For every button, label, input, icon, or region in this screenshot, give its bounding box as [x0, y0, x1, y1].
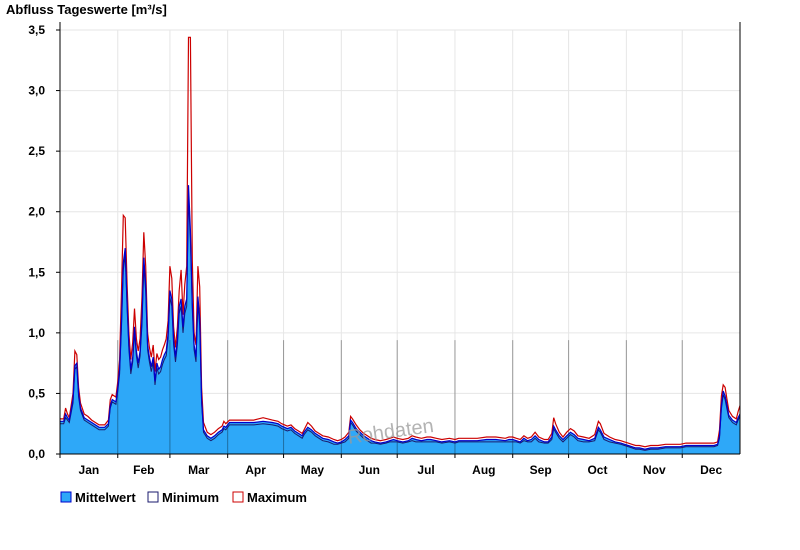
x-tick-label: Feb [133, 463, 154, 477]
y-tick-label: 2,0 [28, 205, 45, 219]
grid-lines [60, 29, 740, 454]
legend: Mittelwert Minimum Maximum [60, 490, 307, 505]
chart-title: Abfluss Tageswerte [m³/s] [6, 2, 167, 17]
x-tick-label: Jun [359, 463, 380, 477]
series-minimum-line [60, 197, 741, 451]
x-tick-label: May [301, 463, 325, 477]
series-layer [60, 36, 741, 454]
legend-swatch [60, 491, 72, 503]
legend-label: Minimum [162, 490, 219, 505]
legend-label: Maximum [247, 490, 307, 505]
series-mittelwert-line [60, 185, 741, 450]
y-tick-label: 1,0 [28, 326, 45, 340]
y-tick-label: 1,5 [28, 265, 45, 279]
legend-swatch [147, 491, 159, 503]
y-tick-label: 3,0 [28, 84, 45, 98]
x-tick-label: Jul [417, 463, 434, 477]
y-tick-label: 3,5 [28, 23, 45, 37]
x-tick-label: Nov [643, 463, 666, 477]
legend-label: Mittelwert [75, 490, 136, 505]
x-tick-label: Dec [700, 463, 722, 477]
x-tick-label: Oct [587, 463, 607, 477]
series-mittelwert-area [60, 185, 740, 454]
x-tick-label: Sep [530, 463, 552, 477]
x-tick-label: Apr [245, 463, 266, 477]
x-tick-label: Aug [472, 463, 495, 477]
series-maximum-line [60, 36, 741, 448]
x-tick-label: Jan [79, 463, 100, 477]
x-tick-label: Mar [188, 463, 210, 477]
y-tick-label: 2,5 [28, 144, 45, 158]
y-tick-label: 0,0 [28, 447, 45, 461]
y-tick-label: 0,5 [28, 386, 45, 400]
legend-swatch [232, 491, 244, 503]
axes: 0,0 0,5 1,0 1,5 2,0 2,5 3,0 3,5 Jan Feb Mar Apr May J… [28, 22, 741, 477]
